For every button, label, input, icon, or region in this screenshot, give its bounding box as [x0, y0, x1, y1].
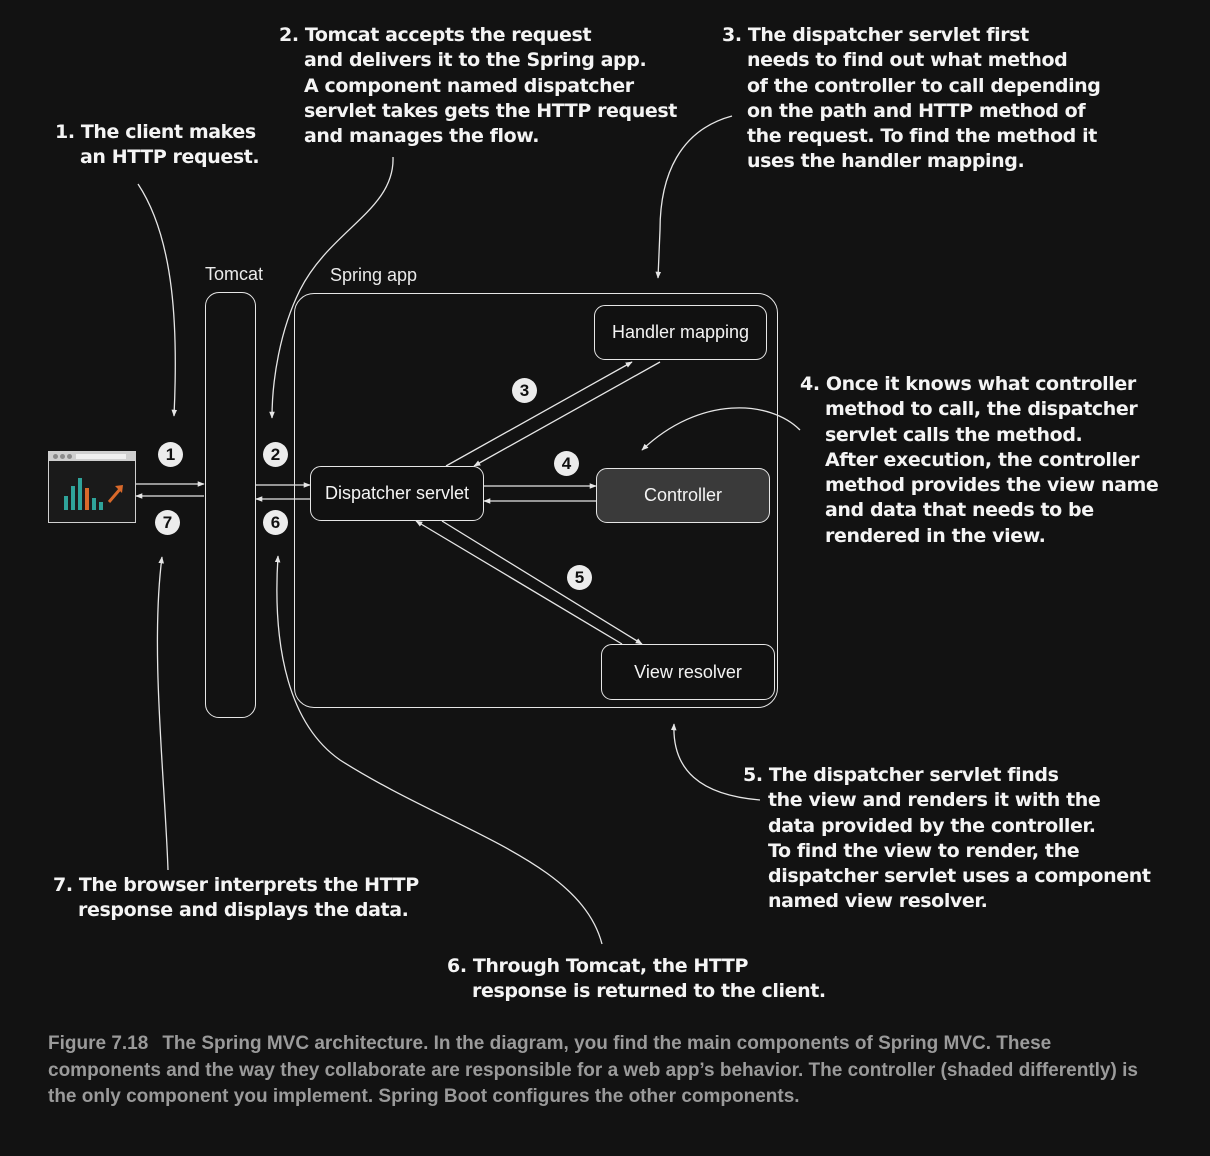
- arrow-dispatcher-to-view-resolver: [441, 520, 643, 645]
- leader-note-6: [274, 555, 603, 945]
- spring-app-container: [294, 293, 778, 708]
- leader-note-1: [137, 183, 178, 417]
- note-3: 3. The dispatcher servlet first needs to…: [722, 24, 1101, 173]
- leader-note-7: [156, 556, 169, 871]
- chart-icon: [64, 478, 123, 510]
- figure-caption-text: The Spring MVC architecture. In the diag…: [48, 1033, 1138, 1107]
- arrow-dispatcher-to-handler: [445, 361, 633, 467]
- step-badge-5: 5: [567, 565, 592, 590]
- dispatcher-servlet-box: Dispatcher servlet: [310, 466, 484, 521]
- controller-box: Controller: [596, 468, 770, 523]
- note-6: 6. Through Tomcat, the HTTP response is …: [447, 955, 826, 1003]
- leader-note-2: [269, 156, 394, 419]
- step-badge-6: 6: [263, 510, 288, 535]
- note-4: 4. Once it knows what controller method …: [800, 373, 1159, 547]
- leader-note-4: [641, 407, 801, 451]
- tomcat-label: Tomcat: [205, 264, 264, 284]
- step-badge-3: 3: [512, 378, 537, 403]
- step-badge-2: 2: [263, 442, 288, 467]
- note-7: 7. The browser interprets the HTTP respo…: [53, 874, 419, 922]
- step-badge-1: 1: [158, 442, 183, 467]
- note-1: 1. The client makes an HTTP request.: [55, 121, 260, 169]
- leader-note-3: [655, 115, 733, 279]
- browser-window-icon: [48, 451, 136, 523]
- spring-app-label: Spring app: [330, 265, 418, 285]
- tomcat-container: [205, 292, 256, 718]
- step-badge-4: 4: [554, 451, 579, 476]
- step-badge-7: 7: [155, 510, 180, 535]
- leader-note-5: [670, 723, 761, 801]
- handler-mapping-box: Handler mapping: [594, 305, 767, 360]
- note-5: 5. The dispatcher servlet finds the view…: [743, 764, 1151, 913]
- figure-number: Figure 7.18: [48, 1033, 149, 1054]
- arrow-handler-to-dispatcher: [473, 361, 661, 467]
- arrow-view-resolver-to-dispatcher: [415, 520, 623, 645]
- note-2: 2. Tomcat accepts the request and delive…: [279, 24, 677, 148]
- view-resolver-box: View resolver: [601, 644, 775, 700]
- figure-caption: Figure 7.18 The Spring MVC architecture. …: [48, 1031, 1168, 1111]
